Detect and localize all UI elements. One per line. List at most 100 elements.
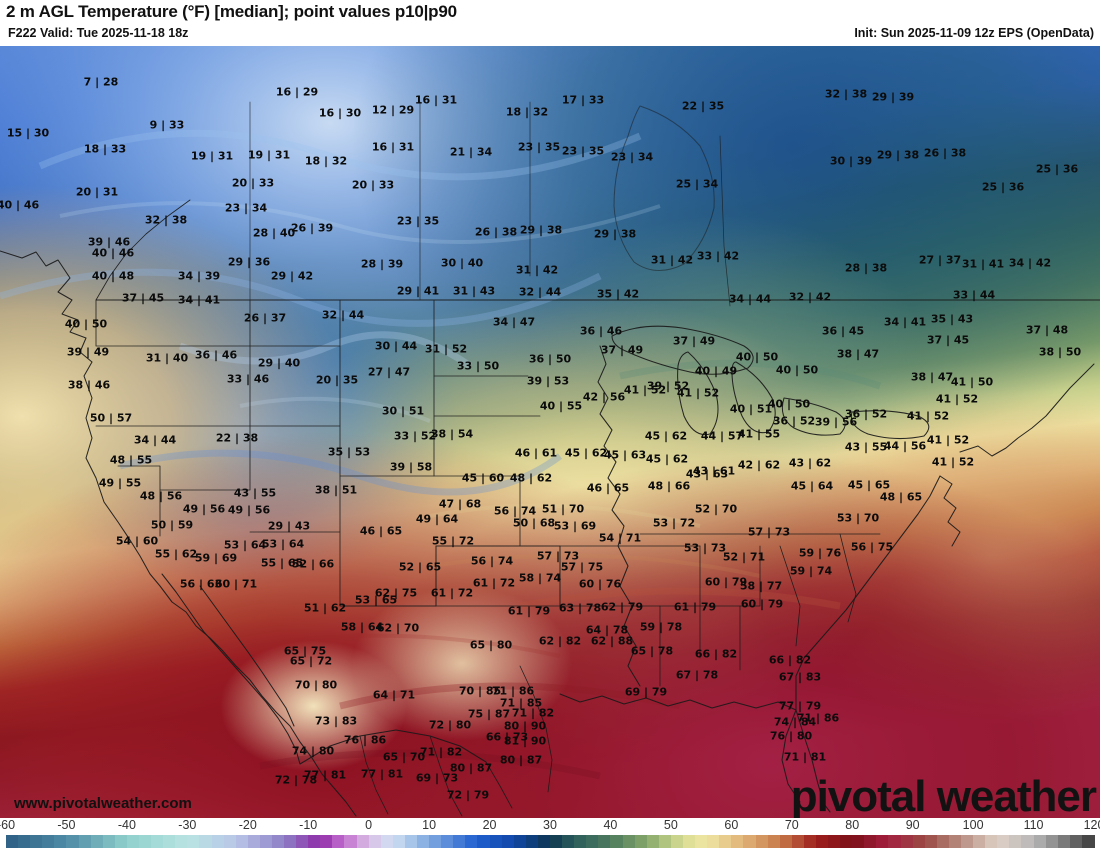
point-value-label: 42 | 62	[737, 458, 781, 472]
point-value-label: 23 | 35	[517, 140, 561, 154]
point-value-label: 66 | 73	[485, 730, 529, 744]
point-value-label: 59 | 74	[789, 564, 833, 578]
point-value-label: 31 | 40	[145, 351, 189, 365]
colorbar-segment	[743, 835, 757, 848]
point-value-label: 39 | 46	[87, 235, 131, 249]
point-value-label: 45 | 60	[461, 471, 505, 485]
colorbar-segment	[815, 835, 829, 848]
point-value-label: 29 | 41	[396, 284, 440, 298]
point-value-label: 30 | 39	[829, 154, 873, 168]
geography-outlines	[0, 101, 1100, 817]
colorbar-tick-label: 110	[1023, 818, 1044, 832]
colorbar-segment	[767, 835, 781, 848]
colorbar-tick-label: 70	[784, 818, 799, 832]
colorbar-segment	[634, 835, 648, 848]
point-value-label: 30 | 40	[440, 256, 484, 270]
colorbar-segment	[223, 835, 237, 848]
point-value-label: 49 | 56	[182, 502, 226, 516]
temperature-map[interactable]: 7 | 28 15 | 30 9 | 33 16 | 29 18 | 33 19 | 31…	[0, 46, 1100, 818]
colorbar-segment	[54, 835, 68, 848]
colorbar-segment	[924, 835, 938, 848]
colorbar-segment	[658, 835, 672, 848]
point-value-label: 34 | 47	[492, 315, 536, 329]
point-value-label: 39 | 49	[66, 345, 110, 359]
point-value-label: 71 | 85	[499, 696, 543, 710]
point-value-label: 45 | 64	[790, 479, 834, 493]
point-value-label: 62 | 88	[590, 634, 634, 648]
point-value-label: 41 | 52	[931, 455, 975, 469]
point-value-label: 20 | 31	[75, 185, 119, 199]
point-value-label: 44 | 56	[883, 439, 927, 453]
point-value-label: 56 | 74	[493, 504, 537, 518]
colorbar-segment	[138, 835, 152, 848]
point-value-label: 16 | 31	[371, 140, 415, 154]
point-value-label: 35 | 42	[596, 287, 640, 301]
point-value-label: 62 | 75	[374, 586, 418, 600]
point-value-label: 29 | 40	[257, 356, 301, 370]
point-value-label: 16 | 31	[414, 93, 458, 107]
colorbar-segment	[852, 835, 865, 848]
point-value-label: 31 | 42	[650, 253, 694, 267]
init-time-label: Init: Sun 2025-11-09 12z EPS (OpenData)	[854, 26, 1094, 40]
point-value-label: 51 | 70	[541, 502, 585, 516]
point-value-label: 48 | 55	[109, 453, 153, 467]
colorbar-tick-label: -40	[117, 818, 136, 832]
point-value-label: 65 | 80	[469, 638, 513, 652]
point-value-label: 58 | 74	[518, 571, 562, 585]
point-value-label: 66 | 82	[694, 647, 738, 661]
point-value-label: 54 | 71	[598, 531, 642, 545]
colorbar-segment	[670, 835, 684, 848]
point-value-label: 38 | 47	[836, 347, 880, 361]
point-value-label: 67 | 78	[675, 668, 719, 682]
point-value-label: 50 | 68	[512, 516, 556, 530]
colorbar[interactable]: -60 -50 -40 -30 -20 -10 0 10 20 30 40 50 60 70 80 90 100…	[0, 818, 1100, 850]
point-value-label: 17 | 33	[561, 93, 605, 107]
point-value-label: 18 | 33	[83, 142, 127, 156]
point-value-label: 33 | 52	[393, 429, 437, 443]
colorbar-segment	[18, 835, 31, 848]
point-value-label: 34 | 44	[133, 433, 177, 447]
point-value-label: 38 | 54	[430, 427, 474, 441]
colorbar-segment	[344, 835, 358, 848]
point-value-label: 29 | 38	[593, 227, 637, 241]
point-value-label: 71 | 86	[491, 684, 535, 698]
point-value-label: 75 | 87	[467, 707, 511, 721]
point-value-label: 16 | 30	[318, 106, 362, 120]
point-value-label: 51 | 62	[303, 601, 347, 615]
point-value-label: 49 | 64	[415, 512, 459, 526]
colorbar-segment	[151, 835, 164, 848]
point-value-label: 65 | 75	[283, 644, 327, 658]
colorbar-segment	[308, 835, 321, 848]
colorbar-segment	[779, 835, 793, 848]
colorbar-segment	[320, 835, 333, 848]
point-value-label: 40 | 51	[729, 402, 773, 416]
colorbar-segment	[477, 835, 491, 848]
point-value-label: 43 | 61	[692, 464, 736, 478]
colorbar-tick-label: -50	[57, 818, 76, 832]
point-value-label: 26 | 38	[474, 225, 518, 239]
point-value-label: 18 | 32	[304, 154, 348, 168]
colorbar-segment	[731, 835, 745, 848]
point-value-label: 45 | 65	[847, 478, 891, 492]
colorbar-segment	[912, 835, 926, 848]
point-value-label: 32 | 44	[321, 308, 365, 322]
colorbar-segment	[586, 835, 599, 848]
point-value-label: 55 | 62	[154, 547, 198, 561]
point-value-label: 39 | 56	[814, 415, 858, 429]
point-value-label: 46 | 65	[586, 481, 630, 495]
point-value-label: 57 | 75	[560, 560, 604, 574]
colorbar-segment	[380, 835, 394, 848]
valid-time-label: F222 Valid: Tue 2025-11-18 18z	[8, 26, 189, 40]
point-value-label: 43 | 63	[685, 467, 729, 481]
point-value-label: 80 | 87	[449, 761, 493, 775]
point-value-label: 59 | 69	[194, 551, 238, 565]
point-value-label: 34 | 44	[728, 292, 772, 306]
point-value-label: 41 | 52	[906, 409, 950, 423]
colorbar-segment	[102, 835, 116, 848]
colorbar-tick-label: -10	[299, 818, 318, 832]
colorbar-segment	[973, 835, 986, 848]
point-value-label: 41 | 52	[935, 392, 979, 406]
point-value-label: 33 | 50	[456, 359, 500, 373]
colorbar-segment	[936, 835, 950, 848]
